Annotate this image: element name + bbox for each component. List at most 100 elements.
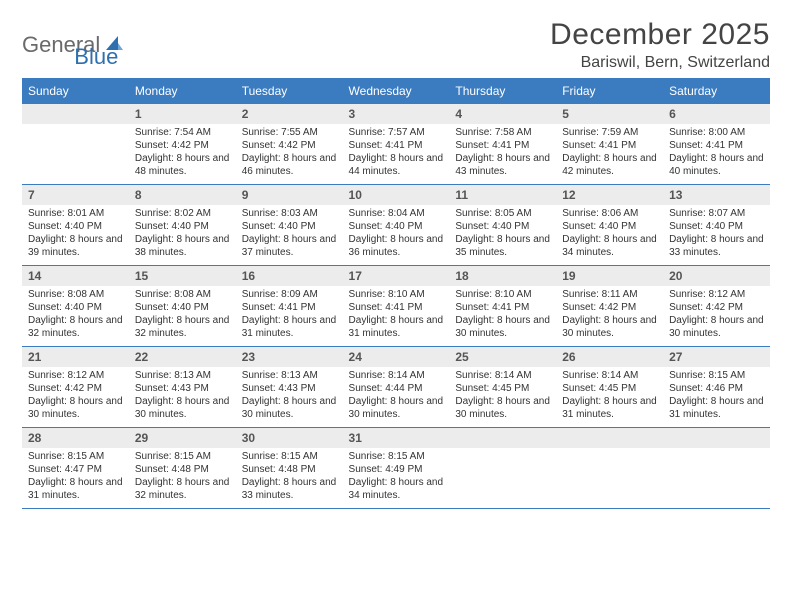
daylight-text: Daylight: 8 hours and 30 minutes. bbox=[455, 314, 550, 340]
day-number: 2 bbox=[236, 104, 343, 124]
sunset-text: Sunset: 4:46 PM bbox=[669, 382, 764, 395]
daylight-text: Daylight: 8 hours and 30 minutes. bbox=[242, 395, 337, 421]
day-number: 14 bbox=[22, 266, 129, 287]
day-number: 18 bbox=[449, 266, 556, 287]
weekday-friday: Friday bbox=[556, 78, 663, 104]
sunrise-text: Sunrise: 8:08 AM bbox=[135, 288, 230, 301]
day-number: 19 bbox=[556, 266, 663, 287]
day-number bbox=[556, 428, 663, 449]
weekday-monday: Monday bbox=[129, 78, 236, 104]
daynum-row: 21222324252627 bbox=[22, 347, 770, 368]
sunrise-text: Sunrise: 7:54 AM bbox=[135, 126, 230, 139]
day-number: 31 bbox=[343, 428, 450, 449]
sunrise-text: Sunrise: 7:57 AM bbox=[349, 126, 444, 139]
day-number: 16 bbox=[236, 266, 343, 287]
daylight-text: Daylight: 8 hours and 30 minutes. bbox=[669, 314, 764, 340]
day-cell: Sunrise: 7:59 AMSunset: 4:41 PMDaylight:… bbox=[556, 124, 663, 185]
title-block: December 2025 Bariswil, Bern, Switzerlan… bbox=[550, 18, 770, 72]
day-cell bbox=[663, 448, 770, 509]
sunrise-text: Sunrise: 8:10 AM bbox=[455, 288, 550, 301]
daylight-text: Daylight: 8 hours and 37 minutes. bbox=[242, 233, 337, 259]
day-number: 8 bbox=[129, 185, 236, 206]
day-cell: Sunrise: 8:14 AMSunset: 4:45 PMDaylight:… bbox=[556, 367, 663, 428]
sunset-text: Sunset: 4:47 PM bbox=[28, 463, 123, 476]
sunrise-text: Sunrise: 8:02 AM bbox=[135, 207, 230, 220]
sunset-text: Sunset: 4:40 PM bbox=[562, 220, 657, 233]
day-cell: Sunrise: 7:58 AMSunset: 4:41 PMDaylight:… bbox=[449, 124, 556, 185]
daylight-text: Daylight: 8 hours and 30 minutes. bbox=[28, 395, 123, 421]
day-cell: Sunrise: 8:08 AMSunset: 4:40 PMDaylight:… bbox=[129, 286, 236, 347]
weekday-wednesday: Wednesday bbox=[343, 78, 450, 104]
calendar-body: 123456Sunrise: 7:54 AMSunset: 4:42 PMDay… bbox=[22, 104, 770, 509]
content-row: Sunrise: 8:12 AMSunset: 4:42 PMDaylight:… bbox=[22, 367, 770, 428]
daylight-text: Daylight: 8 hours and 33 minutes. bbox=[242, 476, 337, 502]
sunset-text: Sunset: 4:41 PM bbox=[349, 301, 444, 314]
weekday-header-row: Sunday Monday Tuesday Wednesday Thursday… bbox=[22, 78, 770, 104]
sunset-text: Sunset: 4:41 PM bbox=[455, 139, 550, 152]
sunrise-text: Sunrise: 8:13 AM bbox=[135, 369, 230, 382]
daylight-text: Daylight: 8 hours and 31 minutes. bbox=[349, 314, 444, 340]
day-number: 5 bbox=[556, 104, 663, 124]
day-cell bbox=[449, 448, 556, 509]
day-cell: Sunrise: 8:10 AMSunset: 4:41 PMDaylight:… bbox=[449, 286, 556, 347]
day-number: 13 bbox=[663, 185, 770, 206]
sunset-text: Sunset: 4:40 PM bbox=[242, 220, 337, 233]
daylight-text: Daylight: 8 hours and 44 minutes. bbox=[349, 152, 444, 178]
sunset-text: Sunset: 4:41 PM bbox=[349, 139, 444, 152]
daylight-text: Daylight: 8 hours and 34 minutes. bbox=[562, 233, 657, 259]
sunset-text: Sunset: 4:42 PM bbox=[669, 301, 764, 314]
sunrise-text: Sunrise: 8:14 AM bbox=[455, 369, 550, 382]
sunrise-text: Sunrise: 8:15 AM bbox=[242, 450, 337, 463]
daylight-text: Daylight: 8 hours and 43 minutes. bbox=[455, 152, 550, 178]
sunrise-text: Sunrise: 8:13 AM bbox=[242, 369, 337, 382]
day-number: 7 bbox=[22, 185, 129, 206]
location-text: Bariswil, Bern, Switzerland bbox=[550, 54, 770, 72]
sunset-text: Sunset: 4:40 PM bbox=[135, 301, 230, 314]
day-cell: Sunrise: 8:15 AMSunset: 4:48 PMDaylight:… bbox=[236, 448, 343, 509]
sunrise-text: Sunrise: 8:15 AM bbox=[135, 450, 230, 463]
daylight-text: Daylight: 8 hours and 32 minutes. bbox=[135, 314, 230, 340]
day-cell: Sunrise: 8:15 AMSunset: 4:48 PMDaylight:… bbox=[129, 448, 236, 509]
sunrise-text: Sunrise: 8:15 AM bbox=[669, 369, 764, 382]
day-cell: Sunrise: 8:03 AMSunset: 4:40 PMDaylight:… bbox=[236, 205, 343, 266]
day-number: 15 bbox=[129, 266, 236, 287]
sunset-text: Sunset: 4:40 PM bbox=[455, 220, 550, 233]
sunset-text: Sunset: 4:40 PM bbox=[28, 220, 123, 233]
day-number: 6 bbox=[663, 104, 770, 124]
day-number: 17 bbox=[343, 266, 450, 287]
day-number: 23 bbox=[236, 347, 343, 368]
daylight-text: Daylight: 8 hours and 31 minutes. bbox=[28, 476, 123, 502]
sunrise-text: Sunrise: 8:05 AM bbox=[455, 207, 550, 220]
sunset-text: Sunset: 4:44 PM bbox=[349, 382, 444, 395]
day-cell: Sunrise: 8:08 AMSunset: 4:40 PMDaylight:… bbox=[22, 286, 129, 347]
daylight-text: Daylight: 8 hours and 30 minutes. bbox=[562, 314, 657, 340]
content-row: Sunrise: 7:54 AM Sunset: 4:42 PM Daylight:… bbox=[22, 124, 770, 185]
daylight-text: Daylight: 8 hours and 36 minutes. bbox=[349, 233, 444, 259]
day-cell: Sunrise: 8:01 AMSunset: 4:40 PMDaylight:… bbox=[22, 205, 129, 266]
page-title: December 2025 bbox=[550, 18, 770, 52]
sunrise-text: Sunrise: 8:11 AM bbox=[562, 288, 657, 301]
sunset-text: Sunset: 4:48 PM bbox=[135, 463, 230, 476]
day-number: 24 bbox=[343, 347, 450, 368]
day-number: 26 bbox=[556, 347, 663, 368]
daylight-text: Daylight: 8 hours and 40 minutes. bbox=[669, 152, 764, 178]
header: General Blue December 2025 Bariswil, Ber… bbox=[22, 18, 770, 72]
day-number: 12 bbox=[556, 185, 663, 206]
day-cell: Sunrise: 7:54 AMSunset: 4:42 PMDaylight:… bbox=[129, 124, 236, 185]
day-cell bbox=[556, 448, 663, 509]
day-cell: Sunrise: 8:11 AMSunset: 4:42 PMDaylight:… bbox=[556, 286, 663, 347]
daynum-row: 78910111213 bbox=[22, 185, 770, 206]
daynum-row: 28293031 bbox=[22, 428, 770, 449]
sunset-text: Sunset: 4:41 PM bbox=[242, 301, 337, 314]
day-number bbox=[663, 428, 770, 449]
daynum-row: 14151617181920 bbox=[22, 266, 770, 287]
sunrise-text: Sunrise: 7:58 AM bbox=[455, 126, 550, 139]
sunset-text: Sunset: 4:42 PM bbox=[28, 382, 123, 395]
daylight-text: Daylight: 8 hours and 30 minutes. bbox=[349, 395, 444, 421]
sunset-text: Sunset: 4:42 PM bbox=[242, 139, 337, 152]
day-cell bbox=[22, 124, 129, 185]
day-cell: Sunrise: 8:14 AMSunset: 4:44 PMDaylight:… bbox=[343, 367, 450, 428]
day-number: 3 bbox=[343, 104, 450, 124]
sunrise-text: Sunrise: 8:12 AM bbox=[28, 369, 123, 382]
sunset-text: Sunset: 4:41 PM bbox=[669, 139, 764, 152]
